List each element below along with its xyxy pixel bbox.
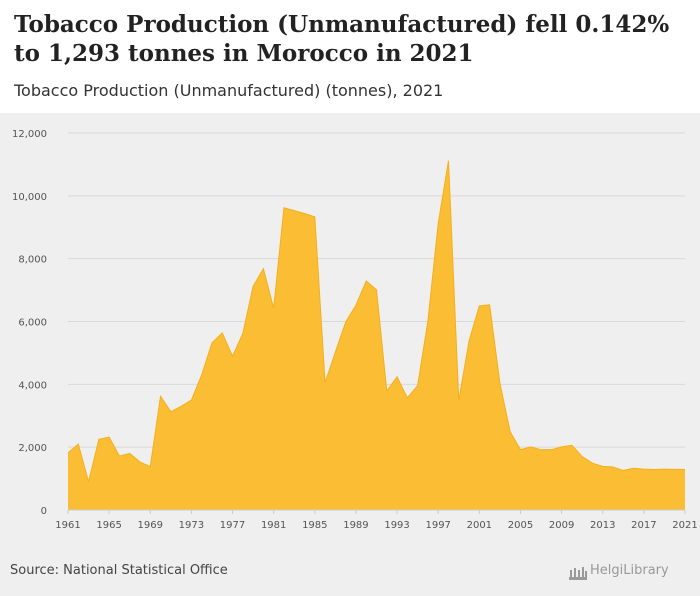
x-tick-label: 1985 <box>302 520 327 531</box>
chart-panel: 0 2,000 4,000 6,000 8,000 10,000 12,000 1961 19… <box>0 113 700 596</box>
x-tick-label: 2021 <box>672 520 697 531</box>
x-tick-label: 1969 <box>138 520 163 531</box>
library-building-icon <box>569 567 587 580</box>
x-tick-label: 1973 <box>179 520 204 531</box>
x-tick-label: 2009 <box>549 520 574 531</box>
y-tick-label: 0 <box>41 506 47 517</box>
logo-text: HelgiLibrary <box>590 563 669 578</box>
x-tick-label: 1989 <box>343 520 368 531</box>
x-tick-label: 1993 <box>384 520 409 531</box>
y-tick-label: 4,000 <box>18 380 47 391</box>
x-tick-label: 1965 <box>96 520 121 531</box>
y-tick-label: 10,000 <box>12 192 47 203</box>
x-tick-label: 2001 <box>467 520 492 531</box>
x-tick-label: 1977 <box>220 520 245 531</box>
x-axis-ticks: 1961 1965 1969 1973 1977 1981 1985 1989 1993 1997… <box>55 509 698 531</box>
chart-title: Tobacco Production (Unmanufactured) fell… <box>14 11 670 67</box>
source-note: Source: National Statistical Office <box>10 563 228 578</box>
chart-header: Tobacco Production (Unmanufactured) fell… <box>0 0 700 113</box>
helgilibrary-logo[interactable]: HelgiLibrary <box>568 563 692 585</box>
y-tick-label: 12,000 <box>12 129 47 140</box>
x-tick-label: 1981 <box>261 520 286 531</box>
x-tick-label: 2013 <box>590 520 615 531</box>
chart-subtitle: Tobacco Production (Unmanufactured) (ton… <box>14 81 444 100</box>
y-axis-ticks: 0 2,000 4,000 6,000 8,000 10,000 12,000 <box>12 129 47 517</box>
x-tick-label: 1997 <box>425 520 450 531</box>
series-area <box>68 160 685 510</box>
y-tick-label: 6,000 <box>18 318 47 329</box>
x-tick-label: 1961 <box>55 520 80 531</box>
x-tick-label: 2017 <box>631 520 656 531</box>
series-area-layer <box>67 160 686 510</box>
y-tick-label: 2,000 <box>18 443 47 454</box>
x-tick-label: 2005 <box>508 520 533 531</box>
y-tick-label: 8,000 <box>18 255 47 266</box>
